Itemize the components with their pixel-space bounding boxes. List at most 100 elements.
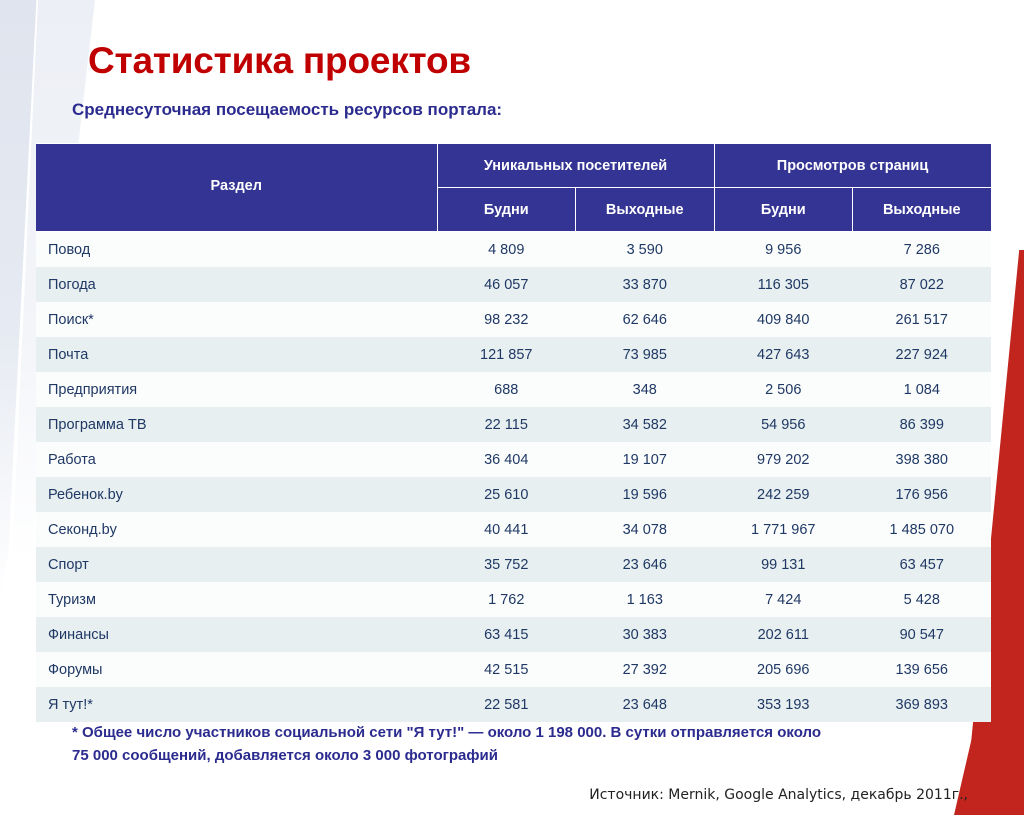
cell-uv-weekdays: 98 232 (437, 302, 576, 337)
cell-pv-weekends: 227 924 (852, 337, 992, 372)
cell-uv-weekends: 62 646 (575, 302, 714, 337)
table-row: Туризм 1 762 1 163 7 424 5 428 (36, 582, 992, 617)
table-header-row-sub: Будни Выходные Будни Выходные (36, 187, 992, 232)
cell-section-name: Ребенок.by (36, 477, 437, 512)
cell-pv-weekends: 87 022 (852, 267, 992, 302)
cell-uv-weekdays: 25 610 (437, 477, 576, 512)
cell-uv-weekdays: 121 857 (437, 337, 576, 372)
cell-section-name: Почта (36, 337, 437, 372)
table-row: Поиск* 98 232 62 646 409 840 261 517 (36, 302, 992, 337)
cell-pv-weekends: 398 380 (852, 442, 992, 477)
cell-uv-weekdays: 1 762 (437, 582, 576, 617)
table-row: Работа 36 404 19 107 979 202 398 380 (36, 442, 992, 477)
footnote-line-2: 75 000 сообщений, добавляется около 3 00… (72, 746, 498, 764)
cell-section-name: Секонд.by (36, 512, 437, 547)
cell-uv-weekends: 33 870 (575, 267, 714, 302)
cell-uv-weekdays: 22 581 (437, 687, 576, 722)
column-header-section: Раздел (36, 143, 438, 232)
table-header-row-groups: Раздел Уникальных посетителей Просмотров… (36, 143, 992, 232)
cell-uv-weekends: 3 590 (575, 231, 714, 267)
cell-pv-weekends: 5 428 (852, 582, 992, 617)
cell-uv-weekdays: 36 404 (437, 442, 576, 477)
cell-section-name: Спорт (36, 547, 437, 582)
cell-pv-weekends: 261 517 (852, 302, 992, 337)
footnote-line-1: * Общее число участников социальной сети… (72, 724, 821, 741)
cell-uv-weekdays: 46 057 (437, 267, 576, 302)
cell-uv-weekends: 23 646 (575, 547, 714, 582)
cell-pv-weekdays: 9 956 (714, 231, 853, 267)
cell-pv-weekends: 176 956 (852, 477, 992, 512)
cell-pv-weekends: 1 485 070 (852, 512, 992, 547)
cell-pv-weekends: 139 656 (852, 652, 992, 687)
cell-uv-weekdays: 22 115 (437, 407, 576, 442)
cell-pv-weekdays: 116 305 (714, 267, 853, 302)
cell-uv-weekends: 34 078 (575, 512, 714, 547)
cell-pv-weekdays: 205 696 (714, 652, 853, 687)
table-row: Спорт 35 752 23 646 99 131 63 457 (36, 547, 992, 582)
cell-pv-weekends: 90 547 (852, 617, 992, 652)
statistics-table: Раздел Уникальных посетителей Просмотров… (36, 143, 992, 722)
table-row: Финансы 63 415 30 383 202 611 90 547 (36, 617, 992, 652)
cell-pv-weekdays: 353 193 (714, 687, 853, 722)
cell-pv-weekends: 7 286 (852, 231, 992, 267)
cell-pv-weekdays: 1 771 967 (714, 512, 853, 547)
cell-pv-weekdays: 202 611 (714, 617, 853, 652)
cell-pv-weekdays: 2 506 (714, 372, 853, 407)
table-row: Повод 4 809 3 590 9 956 7 286 (36, 231, 992, 267)
cell-pv-weekends: 369 893 (852, 687, 992, 722)
cell-pv-weekends: 63 457 (852, 547, 992, 582)
cell-pv-weekdays: 7 424 (714, 582, 853, 617)
cell-pv-weekdays: 54 956 (714, 407, 853, 442)
cell-uv-weekdays: 688 (437, 372, 576, 407)
table-row: Предприятия 688 348 2 506 1 084 (36, 372, 992, 407)
cell-pv-weekdays: 427 643 (714, 337, 853, 372)
page-subtitle: Среднесуточная посещаемость ресурсов пор… (72, 100, 503, 119)
cell-uv-weekends: 73 985 (575, 337, 714, 372)
cell-pv-weekends: 1 084 (852, 372, 992, 407)
cell-uv-weekends: 23 648 (575, 687, 714, 722)
cell-uv-weekends: 27 392 (575, 652, 714, 687)
cell-section-name: Я тут!* (36, 687, 437, 722)
source-credit: Источник: Mernik, Google Analytics, дека… (589, 787, 968, 803)
cell-uv-weekends: 34 582 (575, 407, 714, 442)
table-row: Я тут!* 22 581 23 648 353 193 369 893 (36, 687, 992, 722)
cell-pv-weekdays: 979 202 (714, 442, 853, 477)
cell-uv-weekdays: 40 441 (437, 512, 576, 547)
footnote: * Общее число участников социальной сети… (72, 722, 942, 767)
table-row: Секонд.by 40 441 34 078 1 771 967 1 485 070 (36, 512, 992, 547)
column-header-uv-weekends: Выходные (575, 187, 715, 232)
column-header-uv-weekdays: Будни (436, 187, 576, 232)
cell-section-name: Поиск* (36, 302, 437, 337)
statistics-table-container: Раздел Уникальных посетителей Просмотров… (36, 143, 992, 722)
cell-uv-weekdays: 4 809 (437, 231, 576, 267)
table-row: Ребенок.by 25 610 19 596 242 259 176 956 (36, 477, 992, 512)
cell-section-name: Повод (36, 231, 437, 267)
cell-section-name: Программа ТВ (36, 407, 437, 442)
cell-uv-weekends: 19 107 (575, 442, 714, 477)
cell-pv-weekdays: 242 259 (714, 477, 853, 512)
cell-uv-weekends: 19 596 (575, 477, 714, 512)
cell-uv-weekends: 348 (575, 372, 714, 407)
cell-pv-weekdays: 409 840 (714, 302, 853, 337)
table-row: Форумы 42 515 27 392 205 696 139 656 (36, 652, 992, 687)
cell-uv-weekdays: 42 515 (437, 652, 576, 687)
table-row: Погода 46 057 33 870 116 305 87 022 (36, 267, 992, 302)
column-group-header-unique-visitors: Уникальных посетителей (436, 143, 715, 188)
cell-section-name: Финансы (36, 617, 437, 652)
table-row: Программа ТВ 22 115 34 582 54 956 86 399 (36, 407, 992, 442)
table-row: Почта 121 857 73 985 427 643 227 924 (36, 337, 992, 372)
cell-section-name: Форумы (36, 652, 437, 687)
cell-pv-weekdays: 99 131 (714, 547, 853, 582)
page-title: Статистика проектов (88, 40, 471, 81)
cell-pv-weekends: 86 399 (852, 407, 992, 442)
cell-uv-weekends: 1 163 (575, 582, 714, 617)
column-group-header-page-views: Просмотров страниц (713, 143, 992, 188)
cell-section-name: Работа (36, 442, 437, 477)
cell-section-name: Предприятия (36, 372, 437, 407)
cell-section-name: Погода (36, 267, 437, 302)
cell-uv-weekdays: 35 752 (437, 547, 576, 582)
column-header-pv-weekends: Выходные (852, 187, 992, 232)
cell-section-name: Туризм (36, 582, 437, 617)
column-header-pv-weekdays: Будни (713, 187, 853, 232)
